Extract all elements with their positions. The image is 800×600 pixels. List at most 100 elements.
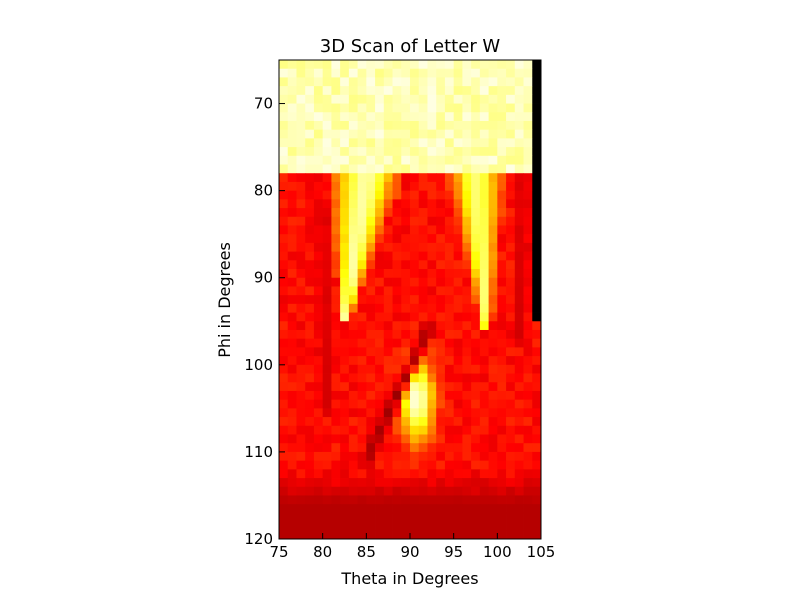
heatmap-cell: [488, 269, 498, 279]
heatmap-cell: [497, 425, 507, 435]
heatmap-cell: [348, 190, 358, 200]
heatmap-cell: [497, 504, 507, 514]
heatmap-cell: [418, 434, 428, 444]
heatmap-cell: [506, 286, 516, 296]
heatmap-cell: [375, 478, 385, 488]
heatmap-cell: [287, 234, 297, 244]
heatmap-cell: [331, 225, 341, 235]
heatmap-cell: [418, 155, 428, 165]
heatmap-cell: [488, 242, 498, 252]
heatmap-cell: [366, 199, 376, 209]
heatmap-cell: [401, 504, 411, 514]
heatmap-cell: [392, 260, 402, 270]
heatmap-cell: [296, 495, 306, 505]
heatmap-cell: [506, 390, 516, 401]
heatmap-cell: [410, 60, 420, 70]
heatmap-cell: [471, 181, 481, 192]
heatmap-cell: [357, 286, 367, 296]
heatmap-cell: [523, 129, 533, 139]
heatmap-cell: [453, 303, 463, 313]
heatmap-cell: [287, 112, 297, 122]
heatmap-cell: [279, 190, 289, 200]
heatmap-cell: [444, 190, 455, 200]
heatmap-cell: [383, 164, 393, 174]
heatmap-cell: [514, 112, 524, 122]
heatmap-cell: [287, 321, 297, 331]
heatmap-cell: [514, 390, 524, 401]
heatmap-cell: [296, 364, 306, 374]
heatmap-cell: [444, 103, 455, 113]
heatmap-cell: [436, 460, 446, 470]
heatmap-cell: [401, 521, 411, 531]
heatmap-cell: [331, 321, 341, 331]
heatmap-cell: [427, 190, 437, 200]
heatmap-cell: [383, 94, 393, 104]
y-tick-label: 80: [254, 182, 273, 200]
heatmap-cell: [410, 155, 420, 165]
heatmap-cell: [322, 112, 332, 122]
heatmap-cell: [383, 173, 393, 183]
heatmap-cell: [383, 225, 393, 235]
heatmap-cell: [322, 86, 332, 96]
heatmap-cell: [462, 486, 472, 496]
heatmap-cell: [287, 199, 297, 209]
heatmap-cell: [322, 216, 332, 226]
heatmap-cell: [331, 303, 341, 313]
heatmap-cell: [523, 530, 533, 540]
heatmap-cell: [305, 434, 315, 444]
heatmap-cell: [340, 512, 350, 522]
heatmap-cell: [436, 120, 446, 131]
heatmap-cell: [506, 155, 516, 165]
heatmap-cell: [532, 277, 542, 287]
heatmap-cell: [532, 451, 542, 462]
heatmap-cell: [357, 486, 367, 496]
heatmap-cell: [479, 77, 489, 87]
heatmap-cell: [418, 251, 428, 261]
heatmap-cell: [497, 77, 507, 87]
heatmap-cell: [322, 434, 332, 444]
y-tick-label: 70: [254, 95, 273, 113]
heatmap-cell: [296, 277, 306, 287]
heatmap-cell: [471, 486, 481, 496]
heatmap-cell: [427, 434, 437, 444]
y-tick-label: 100: [244, 356, 273, 374]
heatmap-cell: [453, 512, 463, 522]
heatmap-cell: [331, 382, 341, 392]
heatmap-cell: [348, 364, 358, 374]
heatmap-cell: [471, 234, 481, 244]
heatmap-cell: [410, 286, 420, 296]
heatmap-cell: [340, 382, 350, 392]
heatmap-cell: [401, 234, 411, 244]
heatmap-cell: [401, 356, 411, 366]
heatmap-cell: [383, 469, 393, 479]
heatmap-cell: [340, 495, 350, 505]
heatmap-cell: [427, 269, 437, 279]
heatmap-cell: [375, 277, 385, 287]
heatmap-cell: [506, 382, 516, 392]
heatmap-cell: [296, 77, 306, 87]
heatmap-cell: [279, 260, 289, 270]
heatmap-cell: [392, 408, 402, 418]
heatmap-cell: [506, 68, 516, 78]
heatmap-cell: [427, 112, 437, 122]
heatmap-cell: [436, 138, 446, 148]
heatmap-cell: [488, 321, 498, 331]
heatmap-cell: [331, 269, 341, 279]
heatmap-cell: [366, 147, 376, 157]
heatmap-cell: [436, 356, 446, 366]
heatmap-cell: [462, 147, 472, 157]
heatmap-cell: [296, 356, 306, 366]
heatmap-cell: [401, 434, 411, 444]
heatmap-cell: [348, 303, 358, 313]
heatmap-cell: [418, 225, 428, 235]
heatmap-cell: [418, 338, 428, 348]
heatmap-cell: [523, 164, 533, 174]
heatmap-cell: [532, 129, 542, 139]
heatmap-cell: [279, 112, 289, 122]
heatmap-cell: [497, 208, 507, 218]
heatmap-cell: [305, 260, 315, 270]
heatmap-cell: [279, 356, 289, 366]
heatmap-cell: [444, 451, 455, 462]
heatmap-cell: [279, 94, 289, 104]
heatmap-cell: [340, 94, 350, 104]
